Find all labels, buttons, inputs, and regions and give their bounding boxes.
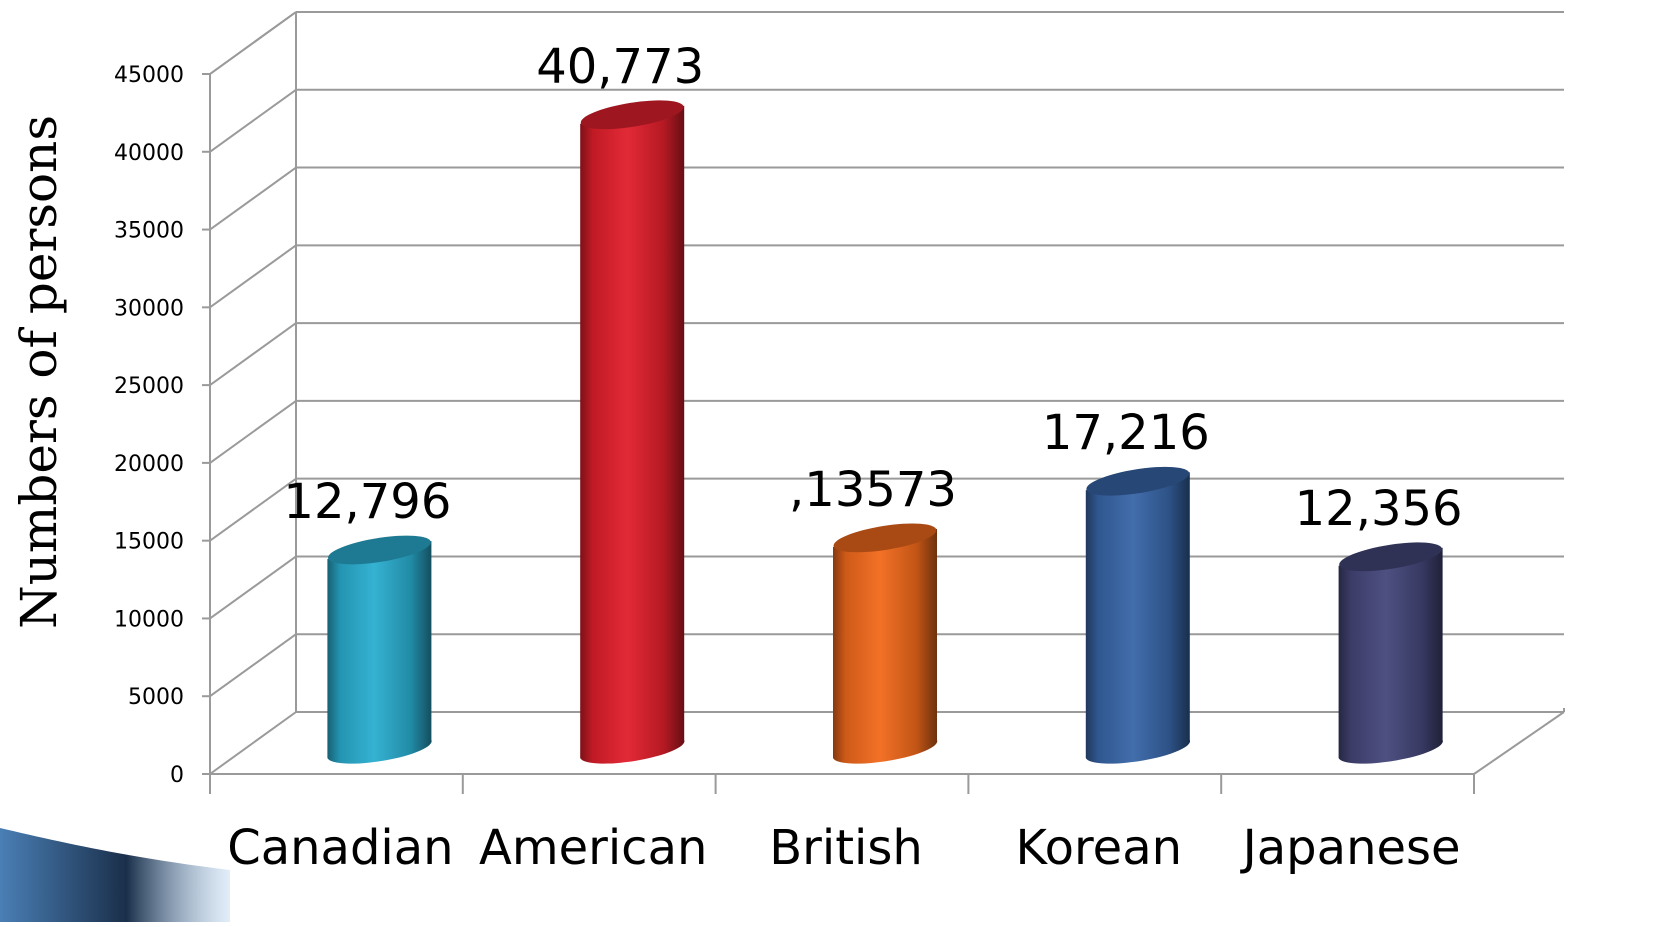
bar-british [833,523,938,764]
x-category-label: Canadian [227,820,453,876]
bar-body [1338,547,1443,764]
data-label: 17,216 [1042,405,1210,461]
slide-swoosh-decoration [0,828,230,922]
gridline [202,399,1564,464]
y-tick-label: 10000 [114,607,184,632]
bar-body [580,105,685,764]
y-tick-label: 15000 [114,530,184,555]
data-label: 40,773 [536,39,704,95]
y-tick-label: 30000 [114,296,184,321]
gridline [202,322,1564,387]
gridline [202,11,1564,75]
bar-body [833,528,938,764]
y-axis-label: Numbers of persons [10,115,68,629]
gridline [202,88,1564,153]
bar-canadian [327,535,432,764]
bar-american [580,100,685,764]
y-tick-label: 5000 [128,685,184,710]
bar-top-cap [1086,466,1190,496]
gridline [202,477,1564,542]
data-label: ,13573 [789,462,957,518]
bar-body [327,540,432,764]
y-tick-label: 40000 [114,141,184,166]
bar-korean [1085,466,1191,764]
y-tick-label: 35000 [114,219,184,244]
x-category-label: British [769,820,923,876]
bar-japanese [1338,542,1443,764]
y-tick-label: 20000 [114,452,184,477]
chart-floor [210,708,1565,775]
bar-top-cap [1339,542,1442,572]
data-label: 12,356 [1295,481,1463,537]
data-label: 12,796 [283,474,451,530]
gridline [202,244,1564,309]
bar-top-cap [328,535,431,565]
bar-top-cap [833,523,937,553]
x-category-label: Japanese [1240,820,1461,876]
y-tick-label: 45000 [114,63,184,88]
y-tick-label: 25000 [114,374,184,399]
bar-top-cap [580,100,684,130]
y-tick-label: 0 [170,763,184,788]
gridline [202,166,1564,231]
x-category-label: American [479,820,707,876]
x-category-label: Korean [1016,820,1183,876]
bar-body [1085,472,1191,764]
